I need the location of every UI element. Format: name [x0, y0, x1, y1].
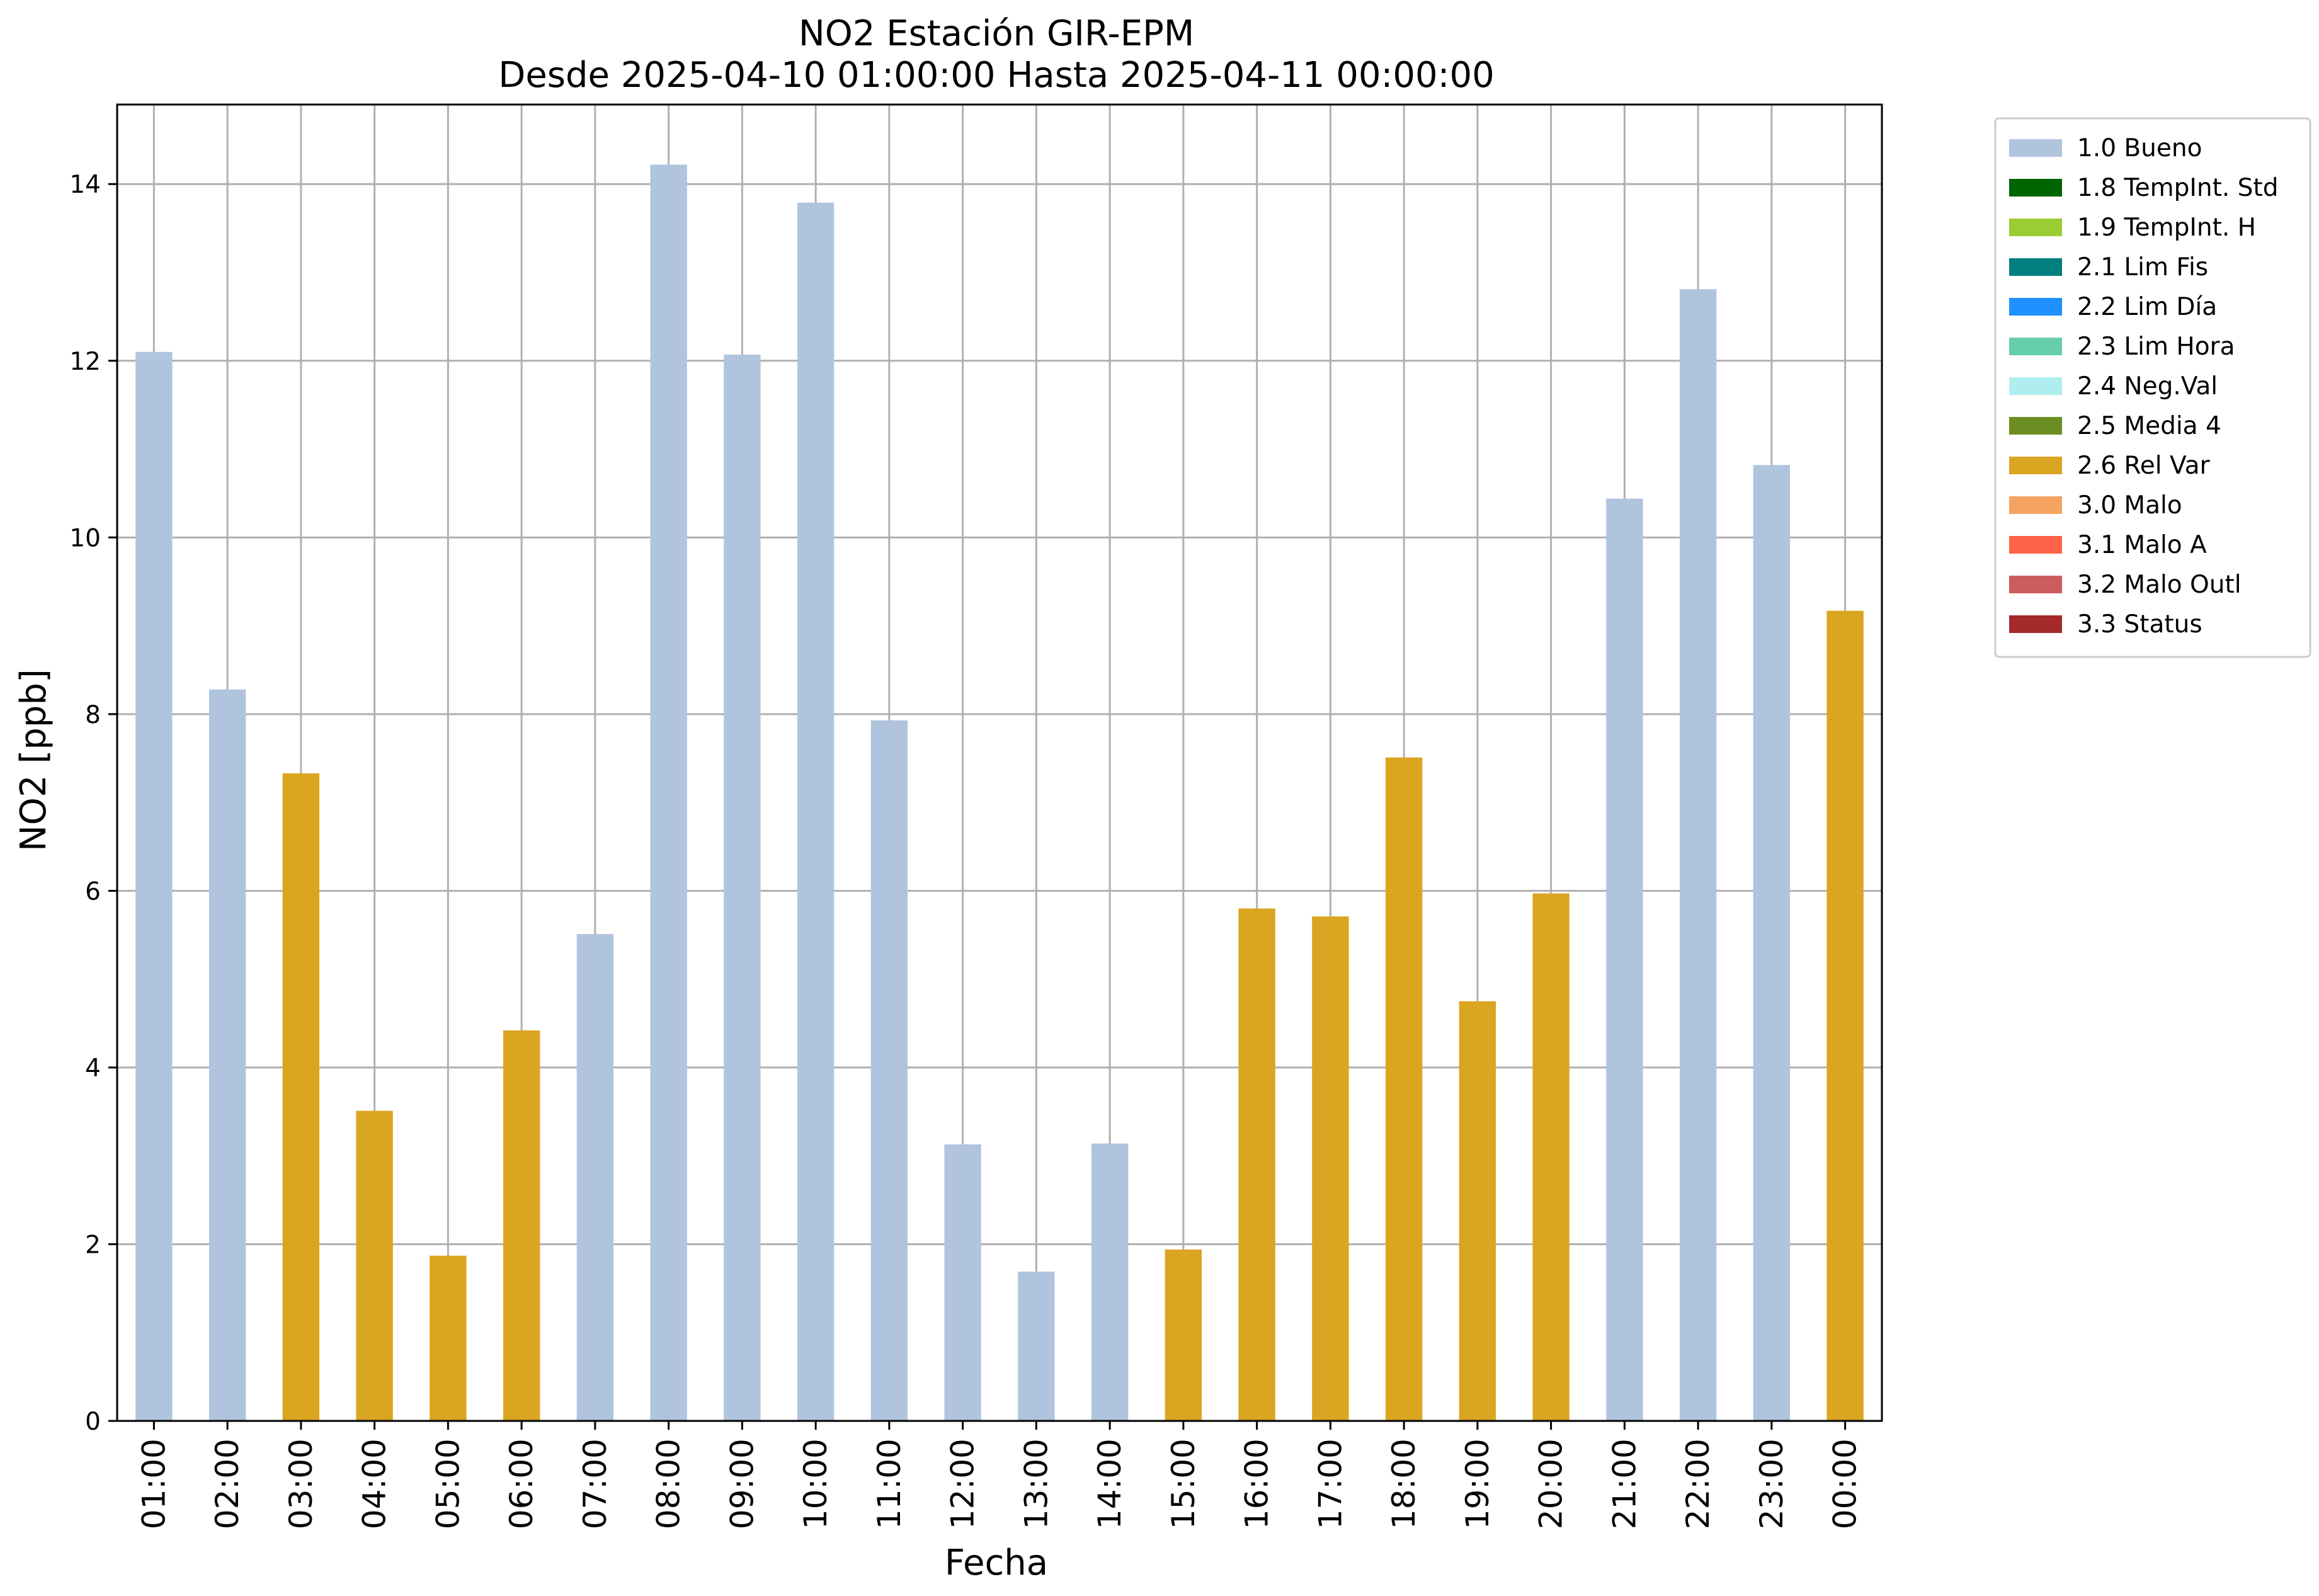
bar-0400	[356, 1110, 393, 1421]
legend-swatch	[2009, 377, 2062, 395]
bar-1400	[1091, 1143, 1129, 1421]
bar-0000	[1826, 610, 1864, 1421]
bar-2100	[1606, 498, 1643, 1421]
bar-1500	[1165, 1249, 1202, 1421]
x-tick-label: 14:00	[1091, 1439, 1128, 1529]
legend-entry: 3.1 Malo A	[2077, 531, 2207, 559]
bar-2200	[1679, 289, 1717, 1421]
x-tick-label: 11:00	[871, 1439, 908, 1529]
x-tick-label: 17:00	[1312, 1439, 1348, 1529]
legend-entry: 3.3 Status	[2077, 610, 2202, 639]
bars	[135, 164, 1864, 1421]
bar-0500	[430, 1255, 467, 1421]
bar-1100	[870, 720, 908, 1421]
x-tick-label: 13:00	[1018, 1439, 1054, 1529]
x-tick-label: 23:00	[1753, 1439, 1790, 1529]
bar-0200	[208, 689, 246, 1421]
bar-1000	[797, 202, 835, 1421]
legend-swatch	[2009, 258, 2062, 276]
legend-entry: 1.0 Bueno	[2077, 134, 2202, 162]
bar-0700	[576, 934, 614, 1421]
bar-1900	[1459, 1001, 1496, 1421]
legend-entry: 2.3 Lim Hora	[2077, 333, 2235, 361]
chart-title: NO2 Estación GIR-EPM	[799, 13, 1194, 54]
x-tick-label: 02:00	[209, 1439, 246, 1529]
legend-entry: 2.6 Rel Var	[2077, 452, 2211, 480]
legend-entry: 2.5 Media 4	[2077, 412, 2221, 440]
legend-swatch	[2009, 576, 2062, 593]
x-tick-label: 00:00	[1827, 1439, 1864, 1529]
bar-1700	[1312, 916, 1349, 1421]
bar-1600	[1238, 908, 1275, 1421]
legend-swatch	[2009, 298, 2062, 316]
legend-entry: 2.1 Lim Fis	[2077, 253, 2208, 282]
legend-entry: 1.8 TempInt. Std	[2077, 174, 2278, 202]
legend-box	[1994, 117, 2311, 658]
x-tick-label: 10:00	[797, 1439, 834, 1529]
x-tick-label: 22:00	[1680, 1439, 1716, 1529]
y-tick-label: 2	[85, 1231, 101, 1259]
legend-swatch	[2009, 457, 2062, 474]
y-tick-label: 14	[69, 171, 101, 199]
x-tick-label: 04:00	[356, 1439, 393, 1529]
bar-2300	[1753, 465, 1791, 1421]
x-tick-label: 19:00	[1459, 1439, 1496, 1529]
x-tick-label: 20:00	[1533, 1439, 1570, 1529]
x-tick-label: 09:00	[724, 1439, 760, 1529]
x-tick-label: 12:00	[945, 1439, 981, 1529]
x-tick-label: 08:00	[651, 1439, 687, 1529]
bar-0300	[282, 773, 320, 1421]
x-tick-label: 01:00	[135, 1439, 172, 1529]
y-tick-label: 10	[69, 524, 101, 552]
x-tick-label: 21:00	[1606, 1439, 1643, 1529]
bar-1800	[1385, 757, 1423, 1421]
legend-swatch	[2009, 139, 2062, 157]
bar-0600	[503, 1030, 540, 1421]
x-axis-label: Fecha	[945, 1542, 1048, 1583]
legend-entry: 3.0 Malo	[2077, 491, 2182, 520]
axes: 0 2 4 6 8 10 12 14 01:00 02:00 03:00 04:00 05:00 06:0…	[69, 103, 1883, 1529]
y-tick-label: 12	[69, 348, 101, 376]
bar-1200	[944, 1144, 981, 1421]
legend-entry: 3.2 Malo Outl	[2077, 571, 2242, 599]
x-tick-label: 15:00	[1165, 1439, 1202, 1529]
x-tick-label: 07:00	[577, 1439, 613, 1529]
legend-swatch	[2009, 615, 2062, 633]
y-axis-label: NO2 [ppb]	[13, 669, 54, 852]
bar-2000	[1532, 893, 1570, 1421]
legend: 1.0 Bueno 1.8 TempInt. Std 1.9 TempInt. H 2…	[1994, 117, 2311, 658]
bar-1300	[1018, 1271, 1055, 1421]
y-tick-label: 6	[85, 877, 101, 906]
legend-entry: 1.9 TempInt. H	[2077, 214, 2256, 242]
legend-swatch	[2009, 417, 2062, 435]
y-tick-label: 4	[85, 1054, 101, 1083]
bar-0900	[724, 354, 761, 1421]
y-tick-label: 0	[85, 1408, 101, 1436]
bar-0800	[650, 164, 687, 1421]
legend-swatch	[2009, 536, 2062, 554]
legend-entry: 2.4 Neg.Val	[2077, 372, 2218, 401]
bar-0100	[135, 351, 173, 1421]
x-tick-label: 18:00	[1386, 1439, 1422, 1529]
legend-swatch	[2009, 179, 2062, 197]
x-tick-label: 06:00	[503, 1439, 540, 1529]
x-tick-label: 16:00	[1239, 1439, 1275, 1529]
y-tick-label: 8	[85, 701, 101, 729]
legend-swatch	[2009, 496, 2062, 514]
legend-swatch	[2009, 219, 2062, 236]
legend-swatch	[2009, 338, 2062, 355]
x-tick-label: 05:00	[430, 1439, 466, 1529]
legend-entry: 2.2 Lim Día	[2077, 293, 2217, 321]
plot-frame	[116, 103, 1883, 1422]
chart-subtitle: Desde 2025-04-10 01:00:00 Hasta 2025-04-…	[498, 55, 1495, 96]
x-tick-label: 03:00	[283, 1439, 319, 1529]
